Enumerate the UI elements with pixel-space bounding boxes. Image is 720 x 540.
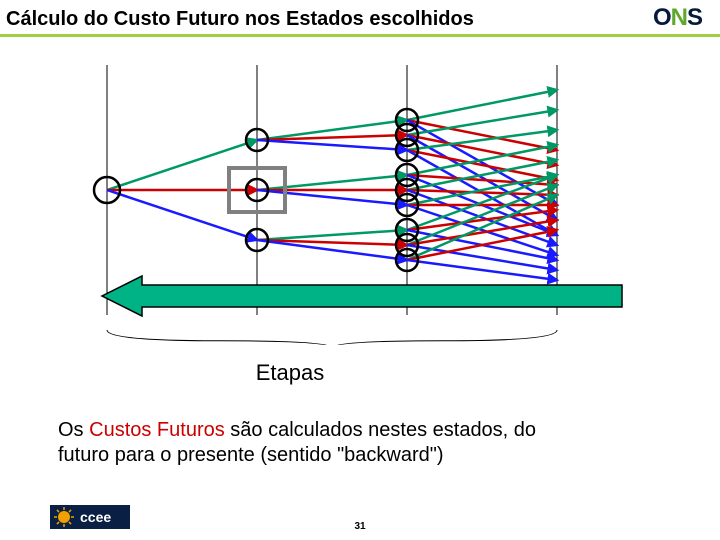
desc-pre: Os [58,419,89,441]
ons-logo-s: S [687,4,702,31]
slide-title: Cálculo do Custo Futuro nos Estados esco… [6,8,474,31]
scenario-tree-diagram [72,55,632,345]
desc-line2: futuro para o presente (sentido "backwar… [58,444,444,466]
title-underline [0,34,720,37]
desc-post: são calculados nestes estados, do [225,419,536,441]
desc-red: Custos Futuros [89,419,225,441]
description-text: Os Custos Futuros são calculados nestes … [58,418,536,468]
ons-logo-n: N [671,4,687,31]
page-number: 31 [0,521,720,532]
ons-logo-o: O [653,4,671,31]
etapas-label: Etapas [210,360,370,386]
ons-logo: ONS [653,4,702,32]
